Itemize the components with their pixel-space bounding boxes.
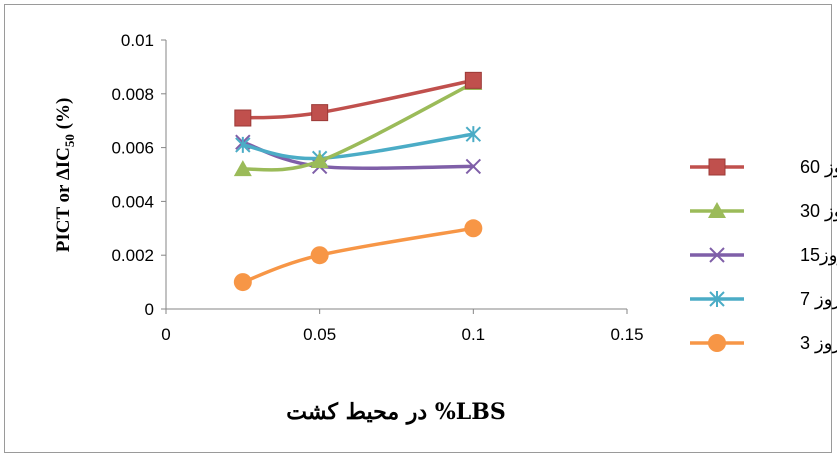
series-2 xyxy=(233,74,483,177)
y-tick-label: 0.01 xyxy=(121,31,154,50)
chart-frame xyxy=(4,4,832,453)
legend-label: روز 60 xyxy=(800,157,837,178)
legend-label: روز 7 xyxy=(800,289,837,310)
x-tick-label: 0.1 xyxy=(462,325,486,344)
legend-entry: روز 3 xyxy=(690,333,837,354)
legend-label: روز 30 xyxy=(800,201,837,222)
series-1 xyxy=(234,71,482,127)
y-tick-label: 0.008 xyxy=(111,85,154,104)
plot-area xyxy=(233,71,483,292)
x-tick-label: 0.05 xyxy=(303,325,336,344)
legend-entry: روز 30 xyxy=(690,201,837,222)
legend-marker xyxy=(709,291,725,307)
data-point xyxy=(464,71,482,89)
y-tick-label: 0.006 xyxy=(111,139,154,158)
y-tick-label: 0.004 xyxy=(111,192,154,211)
x-tick-label: 0.15 xyxy=(610,325,643,344)
series-line xyxy=(241,132,476,161)
data-point xyxy=(311,104,329,122)
data-point xyxy=(465,158,482,175)
series-4 xyxy=(235,126,482,167)
legend-entry: روز15 xyxy=(690,245,837,266)
legend-marker xyxy=(708,334,726,352)
y-tick-label: 0 xyxy=(145,300,154,319)
y-axis-label-unit: (%) xyxy=(53,98,74,134)
legend-entry: روز 7 xyxy=(690,289,837,310)
data-point xyxy=(235,136,251,153)
y-axis-label-main: PICT or ΔIC xyxy=(53,147,74,252)
axes xyxy=(161,39,628,314)
legend-marker xyxy=(708,158,726,176)
legend: روز 60 روز 30 روز15 روز 7 روز 3 xyxy=(690,157,837,354)
tick-labels: 0 0.002 0.004 0.006 0.008 0.01 0 0.05 0.1 0.15 xyxy=(111,31,643,344)
legend-label: روز 3 xyxy=(800,333,837,354)
x-tick-label: 0 xyxy=(161,325,170,344)
y-axis-label: PICT or ΔIC50 (%) xyxy=(53,98,77,253)
data-point xyxy=(234,109,252,127)
data-point xyxy=(233,160,252,177)
data-point xyxy=(310,246,329,265)
series-line xyxy=(241,81,476,172)
legend-marker xyxy=(708,202,726,218)
y-tick-label: 0.002 xyxy=(111,246,154,265)
legend-label: روز15 xyxy=(800,245,837,266)
series-5 xyxy=(233,219,483,292)
series-line xyxy=(241,226,476,284)
data-point xyxy=(310,152,329,169)
data-point xyxy=(233,273,252,292)
series-line xyxy=(241,78,476,120)
data-point xyxy=(464,219,483,238)
data-point xyxy=(465,126,482,143)
legend-marker xyxy=(709,247,725,263)
y-axis-label-subscript: 50 xyxy=(62,134,77,147)
legend-entry: روز 60 xyxy=(690,157,837,178)
x-axis-label: LBS% در محیط کشت xyxy=(286,399,505,425)
